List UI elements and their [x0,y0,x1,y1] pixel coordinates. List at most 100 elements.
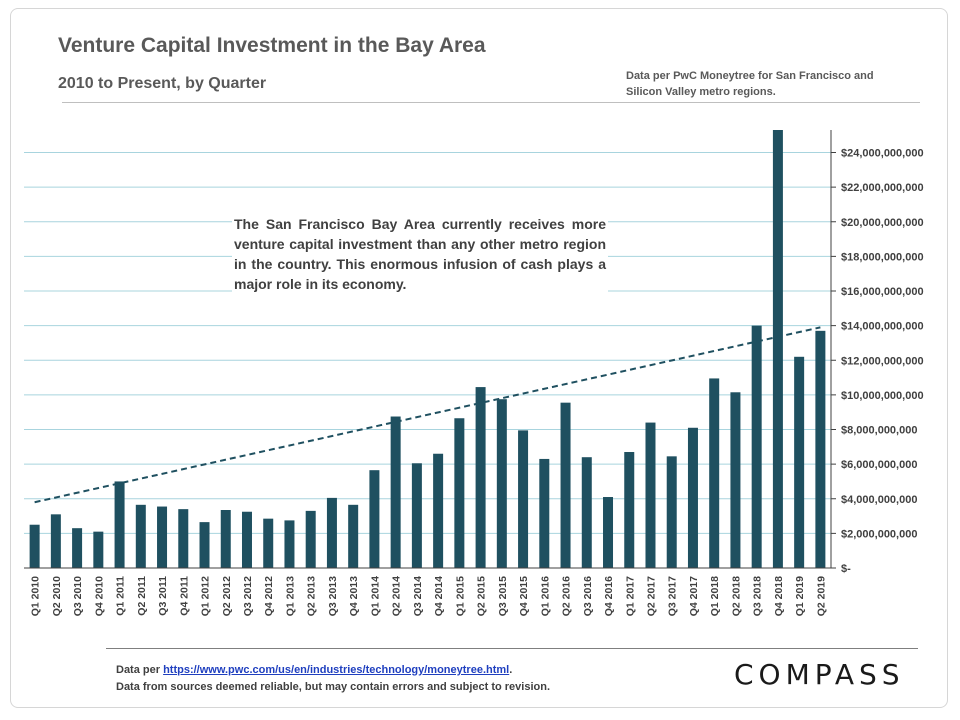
header-divider [62,102,920,103]
x-tick-label: Q3 2018 [752,576,764,616]
axes: $- $2,000,000,000 $4,000,000,000 $6,000,000… [24,130,924,616]
y-tick-label: $4,000,000,000 [841,494,917,506]
bar [539,458,550,568]
x-tick-label: Q1 2011 [115,576,127,616]
footer-divider [106,648,918,649]
chart-subtitle: 2010 to Present, by Quarter [58,75,267,92]
bar [114,481,125,568]
bar [157,506,168,568]
x-tick-label: Q2 2016 [561,576,573,616]
x-tick-label: Q2 2015 [476,576,488,616]
x-tick-label: Q4 2011 [178,576,190,616]
x-tick-label: Q4 2013 [348,576,360,616]
x-tick-label: Q1 2014 [369,576,381,616]
bar [178,509,189,568]
bar [93,531,104,568]
bar [199,522,210,568]
x-tick-label: Q4 2016 [603,576,615,616]
y-tick-label: $10,000,000,000 [841,390,924,402]
x-tick-label: Q1 2015 [454,576,466,616]
bar [220,510,231,568]
bar [645,422,656,568]
bar [135,504,146,568]
bar [411,463,422,568]
bar [475,387,486,568]
y-tick-label: $8,000,000,000 [841,425,917,437]
bar [794,356,805,568]
footer-suffix: . [509,664,513,676]
x-tick-label: Q3 2014 [412,576,424,616]
y-tick-label: $2,000,000,000 [841,528,917,540]
x-tick-label: Q4 2010 [93,576,105,616]
x-tick-label: Q3 2010 [72,576,84,616]
bar [772,130,783,568]
gridlines [24,152,831,534]
x-tick-label: Q1 2018 [709,576,721,616]
bar [751,325,762,568]
bar [241,511,252,568]
chart-annotation: The San Francisco Bay Area currently rec… [232,214,608,294]
x-tick-label: Q4 2012 [263,576,275,616]
bar [390,416,401,568]
x-tick-label: Q2 2013 [306,576,318,616]
bar [29,524,40,568]
moneytree-link[interactable]: https://www.pwc.com/us/en/industries/tec… [163,664,510,676]
x-tick-label: Q2 2014 [391,576,403,616]
y-tick-label: $22,000,000,000 [841,182,924,194]
x-tick-label: Q1 2016 [539,576,551,616]
compass-logo: COMPASS [734,658,905,691]
bar [348,504,359,568]
y-tick-label: $- [841,563,851,575]
x-tick-label: Q1 2019 [794,576,806,616]
source-note: Data per PwC Moneytree for San Francisco… [626,68,926,100]
trend-line [34,326,821,504]
x-tick-label: Q1 2017 [624,576,636,616]
bar [518,430,529,568]
x-tick-label: Q1 2012 [200,576,212,616]
y-tick-label: $14,000,000,000 [841,321,924,333]
bar [581,457,592,568]
bar [730,392,741,568]
y-tick-label: $24,000,000,000 [841,148,924,160]
x-tick-label: Q3 2015 [497,576,509,616]
x-tick-label: Q4 2018 [773,576,785,616]
x-tick-label: Q3 2013 [327,576,339,616]
y-tick-label: $20,000,000,000 [841,217,924,229]
bar [305,510,316,568]
x-tick-label: Q1 2013 [284,576,296,616]
footer-prefix: Data per [116,664,164,676]
source-note-line-1: Data per PwC Moneytree for San Francisco… [626,70,874,82]
chart-card [10,8,948,708]
x-tick-label: Q2 2011 [136,576,148,616]
bar [496,399,507,568]
footer-disclaimer: Data from sources deemed reliable, but m… [116,681,551,693]
y-tick-label: $12,000,000,000 [841,355,924,367]
bars [29,130,826,568]
x-tick-label: Q2 2012 [221,576,233,616]
x-tick-label: Q3 2017 [667,576,679,616]
y-tick-label: $6,000,000,000 [841,459,917,471]
chart-title: Venture Capital Investment in the Bay Ar… [58,34,486,57]
y-tick-label: $16,000,000,000 [841,286,924,298]
source-note-line-2: Silicon Valley metro regions. [626,86,776,98]
bar [603,497,614,568]
bar [50,514,61,568]
y-tick-label: $18,000,000,000 [841,251,924,263]
bar [687,427,698,568]
bar [433,453,444,568]
trendline [34,326,821,504]
x-tick-label: Q2 2010 [51,576,63,616]
x-tick-label: Q2 2019 [815,576,827,616]
footer-line-1: Data per https://www.pwc.com/us/en/indus… [116,662,550,679]
x-tick-label: Q4 2014 [433,576,445,616]
bar [560,402,571,568]
bar [454,418,465,568]
bar [72,528,83,568]
x-tick-label: Q3 2016 [582,576,594,616]
bar [369,470,380,568]
bar [326,497,337,568]
bar [284,520,295,568]
x-tick-label: Q4 2015 [518,576,530,616]
x-tick-label: Q2 2018 [730,576,742,616]
